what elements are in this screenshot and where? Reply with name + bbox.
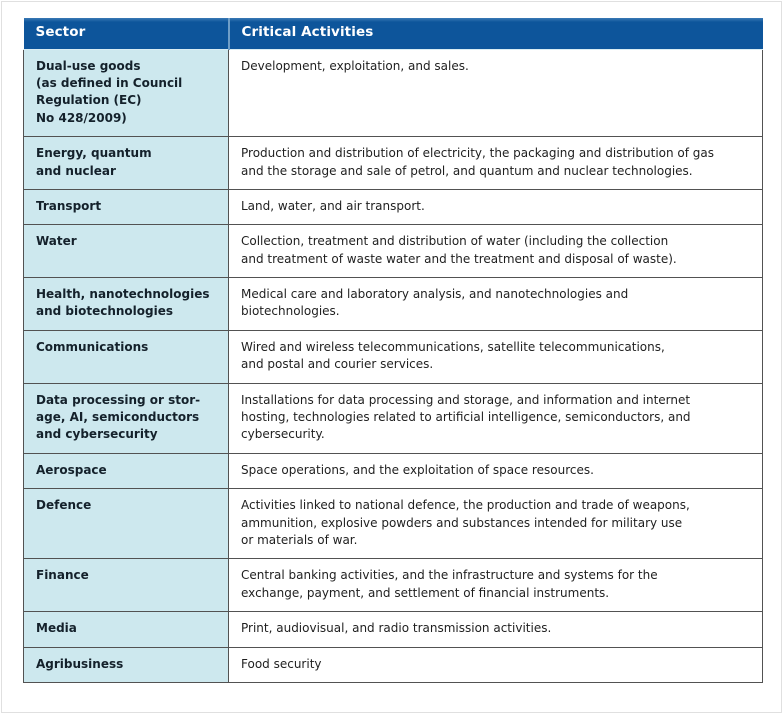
activities-cell: Central banking activities, and the infr… (228, 558, 763, 613)
table-row: Dual-use goods (as defined in Council Re… (23, 49, 763, 138)
sector-cell: Dual-use goods (as defined in Council Re… (23, 49, 229, 138)
sector-cell: Water (23, 224, 229, 279)
header-row: Sector Critical Activities (23, 18, 763, 50)
activities-cell: Production and distribution of electrici… (228, 136, 763, 190)
sector-cell: Data processing or stor- age, AI, semico… (23, 382, 229, 454)
sector-cell: Communications (23, 329, 229, 384)
column-header-sector: Sector (23, 18, 229, 50)
table-row: Agribusiness Food security (23, 646, 763, 683)
table-row: Energy, quantum and nuclear Production a… (23, 136, 763, 190)
activities-cell: Installations for data processing and st… (228, 382, 763, 454)
sector-cell: Health, nanotechnologies and biotechnolo… (23, 277, 229, 331)
activities-cell: Collection, treatment and distribution o… (228, 224, 763, 279)
table-row: Finance Central banking activities, and … (23, 558, 763, 613)
table-row: Water Collection, treatment and distribu… (23, 224, 763, 279)
activities-cell: Medical care and laboratory analysis, an… (228, 277, 763, 331)
sector-activities-table-container: Sector Critical Activities Dual-use good… (23, 18, 763, 683)
table-row: Communications Wired and wireless teleco… (23, 329, 763, 384)
sector-cell: Finance (23, 558, 229, 613)
table-row: Transport Land, water, and air transport… (23, 188, 763, 226)
activities-cell: Wired and wireless telecommunications, s… (228, 329, 763, 384)
column-header-critical-activities: Critical Activities (227, 18, 763, 50)
sector-cell: Transport (23, 188, 229, 226)
sector-cell: Defence (23, 488, 229, 560)
sector-activities-table: Sector Critical Activities Dual-use good… (23, 18, 763, 683)
sector-cell: Agribusiness (23, 646, 229, 683)
activities-cell: Print, audiovisual, and radio transmissi… (228, 611, 763, 648)
activities-cell: Development, exploitation, and sales. (228, 49, 763, 138)
activities-cell: Land, water, and air transport. (228, 188, 763, 226)
sector-cell: Energy, quantum and nuclear (23, 136, 229, 190)
table-row: Health, nanotechnologies and biotechnolo… (23, 277, 763, 331)
table-row: Defence Activities linked to national de… (23, 488, 763, 560)
sector-cell: Aerospace (23, 452, 229, 490)
table-row: Data processing or stor- age, AI, semico… (23, 382, 763, 454)
table-row: Aerospace Space operations, and the expl… (23, 452, 763, 490)
activities-cell: Food security (228, 646, 763, 683)
activities-cell: Activities linked to national defence, t… (228, 488, 763, 560)
activities-cell: Space operations, and the exploitation o… (228, 452, 763, 490)
sector-cell: Media (23, 611, 229, 648)
table-row: Media Print, audiovisual, and radio tran… (23, 611, 763, 648)
